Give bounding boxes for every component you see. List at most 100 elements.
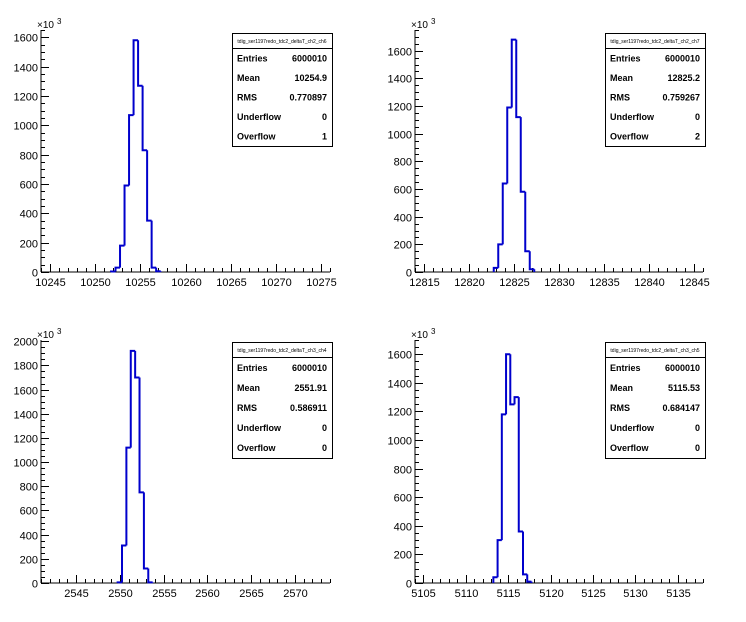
stats-key: Mean	[610, 383, 633, 393]
x-tick-label: 5130	[623, 588, 647, 600]
histogram-bin	[137, 40, 143, 87]
y-exponent-label: ×10	[37, 20, 54, 31]
y-tick-label: 0	[406, 579, 412, 591]
x-tick-label: 2545	[64, 588, 88, 600]
histogram-bin	[513, 396, 519, 405]
x-tick-label: 10275	[306, 277, 337, 289]
y-tick-label: 800	[20, 151, 38, 163]
histogram-bin	[517, 397, 523, 533]
y-tick-label: 1600	[14, 33, 38, 45]
y-tick-label: 0	[32, 579, 38, 591]
y-tick-label: 600	[20, 506, 38, 518]
stats-key: Underflow	[237, 112, 282, 122]
stats-value: 0	[322, 112, 327, 122]
y-tick-label: 1200	[14, 434, 38, 446]
y-tick-label: 2000	[14, 337, 38, 349]
stats-box	[605, 33, 706, 147]
y-exponent-label: ×10	[411, 20, 428, 31]
stats-value: 12825.2	[667, 73, 700, 83]
stats-value: 0	[695, 423, 700, 433]
stats-key: Underflow	[237, 423, 282, 433]
stats-value: 0.759267	[662, 93, 700, 103]
y-tick-label: 600	[20, 180, 38, 192]
stats-value: 0.586911	[290, 403, 327, 413]
x-tick-label: 10260	[171, 277, 202, 289]
histogram-bin	[134, 350, 140, 379]
y-tick-label: 1200	[388, 407, 412, 419]
stats-value: 0	[322, 443, 327, 453]
histogram-bin	[509, 354, 515, 406]
stats-key: Mean	[237, 73, 260, 83]
x-tick-label: 10245	[35, 277, 66, 289]
y-tick-label: 1400	[14, 63, 38, 75]
y-tick-label: 200	[394, 240, 412, 252]
x-tick-label: 5135	[666, 588, 690, 600]
histogram-bin	[116, 581, 123, 584]
y-tick-label: 1600	[388, 350, 412, 362]
histogram-bin	[155, 267, 161, 273]
x-tick-label: 2560	[195, 588, 219, 600]
stats-box	[232, 342, 333, 459]
histogram-bin	[121, 544, 127, 583]
stats-key: Entries	[237, 363, 268, 373]
stats-key: RMS	[610, 93, 630, 103]
histogram-bin	[138, 377, 144, 494]
stats-key: RMS	[237, 93, 257, 103]
y-exponent-power: 3	[57, 17, 62, 26]
stats-key: Overflow	[610, 443, 650, 453]
stats-value: 0.684147	[662, 403, 700, 413]
x-tick-label: 5105	[411, 588, 435, 600]
histogram-bin	[500, 413, 507, 541]
y-tick-label: 200	[20, 239, 38, 251]
histogram-bin	[526, 574, 532, 583]
histogram-bin	[528, 251, 535, 271]
y-exponent-power: 3	[431, 17, 436, 26]
histogram-bin	[501, 182, 508, 245]
stats-key: Overflow	[237, 131, 277, 141]
x-tick-label: 5120	[539, 588, 563, 600]
x-tick-label: 5125	[581, 588, 605, 600]
histogram-bin	[515, 39, 521, 119]
stats-key: RMS	[610, 403, 630, 413]
x-tick-label: 2565	[239, 588, 263, 600]
histogram-bin	[150, 220, 157, 269]
x-tick-label: 2550	[108, 588, 132, 600]
histogram-bin	[519, 117, 526, 193]
x-tick-label: 10270	[261, 277, 292, 289]
stats-title: tdig_ser1197redo_tdc2_deltaT_ch2_ch7	[610, 39, 699, 45]
histogram-bin	[524, 191, 530, 253]
histogram-bin	[510, 38, 517, 108]
y-tick-label: 800	[394, 465, 412, 477]
stats-value: 10254.9	[294, 73, 327, 83]
stats-value: 2	[695, 131, 700, 141]
histogram-bin	[141, 85, 148, 152]
histogram-bin	[492, 266, 499, 272]
stats-key: Mean	[237, 383, 260, 393]
x-tick-label: 2570	[283, 588, 307, 600]
y-tick-label: 1000	[388, 130, 412, 142]
y-tick-label: 1400	[14, 410, 38, 422]
y-tick-label: 1600	[388, 47, 412, 59]
x-tick-label: 12840	[634, 277, 665, 289]
y-tick-label: 1400	[388, 74, 412, 86]
y-tick-label: 600	[394, 493, 412, 505]
stats-box	[605, 342, 706, 459]
stats-key: Entries	[610, 363, 641, 373]
stats-value: 0	[695, 443, 700, 453]
stats-value: 0	[322, 423, 327, 433]
stats-value: 2551.91	[294, 383, 327, 393]
x-tick-label: 5115	[497, 588, 521, 600]
y-tick-label: 0	[32, 268, 38, 280]
y-tick-label: 1400	[388, 379, 412, 391]
histogram-bin	[119, 244, 125, 268]
x-tick-label: 5110	[455, 588, 479, 600]
histogram-bin	[129, 349, 136, 448]
histogram-bin	[114, 266, 121, 272]
x-tick-label: 12835	[589, 277, 620, 289]
histogram-bin	[492, 576, 498, 583]
histogram-bin	[142, 492, 149, 570]
histogram-bin	[522, 531, 528, 576]
stats-value: 0.770897	[289, 93, 327, 103]
x-tick-label: 12815	[409, 277, 440, 289]
